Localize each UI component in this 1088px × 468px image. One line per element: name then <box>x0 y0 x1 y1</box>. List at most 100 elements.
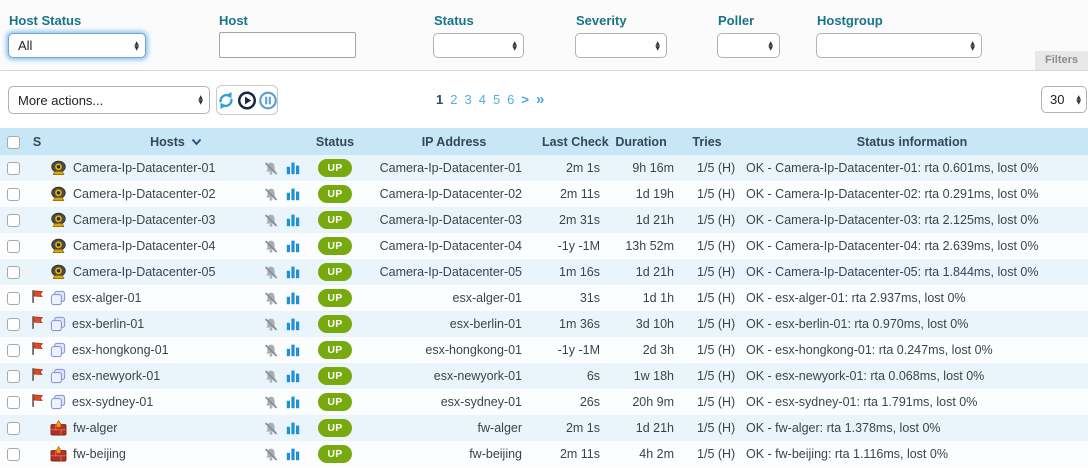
chart-icon[interactable] <box>286 317 300 331</box>
host-name-link[interactable]: Camera-Ip-Datacenter-02 <box>73 187 216 201</box>
more-actions-value: More actions... <box>18 92 104 108</box>
table-row: esx-berlin-01 UP esx-berlin-01 1m 36s 3d 10h… <box>0 311 1088 337</box>
row-checkbox[interactable] <box>6 448 20 462</box>
chart-icon[interactable] <box>286 161 300 175</box>
hosts-column-header[interactable]: Hosts <box>48 128 305 155</box>
chart-icon[interactable] <box>286 447 300 461</box>
row-checkbox[interactable] <box>6 162 20 176</box>
duration-column-header[interactable]: Duration <box>604 128 679 155</box>
tries-cell: 1/5 (H) <box>697 265 736 279</box>
row-checkbox[interactable] <box>6 214 20 228</box>
chart-icon[interactable] <box>286 395 300 409</box>
host-search-input[interactable] <box>219 32 356 58</box>
pagination-page-link[interactable]: 4 <box>478 92 486 107</box>
hostgroup-select[interactable]: ▲ ▼ <box>816 33 982 58</box>
play-icon[interactable] <box>237 89 257 111</box>
status-badge: UP <box>318 341 352 359</box>
per-page-select[interactable]: 30 ▲ ▼ <box>1041 86 1087 113</box>
severity-cell <box>26 441 48 467</box>
host-name-link[interactable]: Camera-Ip-Datacenter-01 <box>73 161 216 175</box>
pause-icon[interactable] <box>258 89 278 111</box>
severity-label: Severity <box>576 13 627 28</box>
chart-icon[interactable] <box>286 213 300 227</box>
chart-icon[interactable] <box>286 369 300 383</box>
last-check-column-header[interactable]: Last Check <box>542 128 609 155</box>
host-status-select[interactable]: All ▲ ▼ <box>8 33 146 58</box>
pagination-page-link[interactable]: 6 <box>507 92 515 107</box>
status-badge: UP <box>318 419 352 437</box>
chart-icon[interactable] <box>286 291 300 305</box>
row-checkbox[interactable] <box>6 266 20 280</box>
ip-column-header[interactable]: IP Address <box>366 128 543 155</box>
status-column-header[interactable]: Status <box>304 128 367 155</box>
tries-cell: 1/5 (H) <box>697 343 736 357</box>
last-check-cell: 1m 16s <box>559 265 601 279</box>
status-select[interactable]: ▲ ▼ <box>433 33 524 58</box>
bell-muted-icon <box>263 317 279 332</box>
pagination-page-link[interactable]: 3 <box>464 92 472 107</box>
camera-icon <box>50 186 67 202</box>
status-information-cell: OK - Camera-Ip-Datacenter-05: rta 1.844m… <box>746 265 1039 279</box>
row-checkbox[interactable] <box>6 292 20 306</box>
pagination-page-link[interactable]: 2 <box>450 92 458 107</box>
vm-icon <box>50 290 66 306</box>
severity-select[interactable]: ▲ ▼ <box>575 33 667 58</box>
host-name-link[interactable]: Camera-Ip-Datacenter-03 <box>73 213 216 227</box>
host-name-link[interactable]: fw-beijing <box>73 447 126 461</box>
flag-icon <box>30 393 44 408</box>
chart-icon[interactable] <box>286 239 300 253</box>
table-row: fw-alger UP fw-alger 2m 1s 1d 21h 1/5 (H) OK -… <box>0 415 1088 441</box>
chart-icon[interactable] <box>286 187 300 201</box>
pagination-last-button[interactable]: » <box>536 91 545 108</box>
table-row: esx-hongkong-01 UP esx-hongkong-01 -1y -1M 2… <box>0 337 1088 363</box>
info-column-header[interactable]: Status information <box>736 128 1088 155</box>
row-checkbox[interactable] <box>6 188 20 202</box>
table-row: Camera-Ip-Datacenter-03 UP Camera-Ip-Datac… <box>0 207 1088 233</box>
host-table-body: Camera-Ip-Datacenter-01 UP Camera-Ip-Datac… <box>0 155 1088 467</box>
poller-select[interactable]: ▲ ▼ <box>717 33 780 58</box>
select-stepper-icon: ▲ ▼ <box>134 39 139 52</box>
bell-muted-icon <box>263 421 279 436</box>
duration-cell: 3d 10h <box>635 317 675 331</box>
row-checkbox[interactable] <box>6 396 20 410</box>
host-name-link[interactable]: esx-sydney-01 <box>72 395 154 409</box>
row-checkbox[interactable] <box>6 422 20 436</box>
host-name-link[interactable]: esx-hongkong-01 <box>72 343 169 357</box>
bell-muted-icon <box>263 187 279 202</box>
bell-muted-icon <box>263 369 279 384</box>
chart-icon[interactable] <box>286 265 300 279</box>
pagination-page-link[interactable]: 5 <box>492 92 501 107</box>
severity-cell <box>26 207 48 233</box>
status-badge: UP <box>318 289 352 307</box>
host-name-link[interactable]: esx-berlin-01 <box>72 317 145 331</box>
tries-column-header[interactable]: Tries <box>678 128 737 155</box>
bell-muted-icon <box>263 291 279 306</box>
ip-address-cell: Camera-Ip-Datacenter-01 <box>379 161 523 175</box>
severity-cell <box>26 389 48 415</box>
table-row: fw-beijing UP fw-beijing 2m 11s 4h 2m 1/5 (H)… <box>0 441 1088 467</box>
select-stepper-icon: ▲ ▼ <box>768 39 773 52</box>
row-checkbox[interactable] <box>6 370 20 384</box>
host-name-link[interactable]: esx-newyork-01 <box>72 369 161 383</box>
status-information-cell: OK - Camera-Ip-Datacenter-03: rta 2.125m… <box>746 213 1039 227</box>
bell-muted-icon <box>263 239 279 254</box>
chart-icon[interactable] <box>286 343 300 357</box>
filters-tab[interactable]: Filters <box>1034 51 1088 70</box>
row-checkbox[interactable] <box>6 318 20 332</box>
row-checkbox[interactable] <box>6 240 20 254</box>
host-name-link[interactable]: fw-alger <box>73 421 118 435</box>
duration-cell: 4h 2m <box>639 447 675 461</box>
chart-icon[interactable] <box>286 421 300 435</box>
pagination-next-button[interactable]: > <box>521 92 529 107</box>
host-name-link[interactable]: Camera-Ip-Datacenter-05 <box>73 265 216 279</box>
row-checkbox[interactable] <box>6 344 20 358</box>
select-all-checkbox[interactable] <box>6 135 20 149</box>
camera-icon <box>50 238 67 254</box>
more-actions-select[interactable]: More actions... ▲ ▼ <box>8 86 210 114</box>
host-name-link[interactable]: esx-alger-01 <box>72 291 142 305</box>
severity-cell <box>26 415 48 441</box>
host-name-link[interactable]: Camera-Ip-Datacenter-04 <box>73 239 216 253</box>
refresh-icon[interactable] <box>216 89 236 111</box>
tries-cell: 1/5 (H) <box>697 447 736 461</box>
hostgroup-label: Hostgroup <box>817 13 883 28</box>
